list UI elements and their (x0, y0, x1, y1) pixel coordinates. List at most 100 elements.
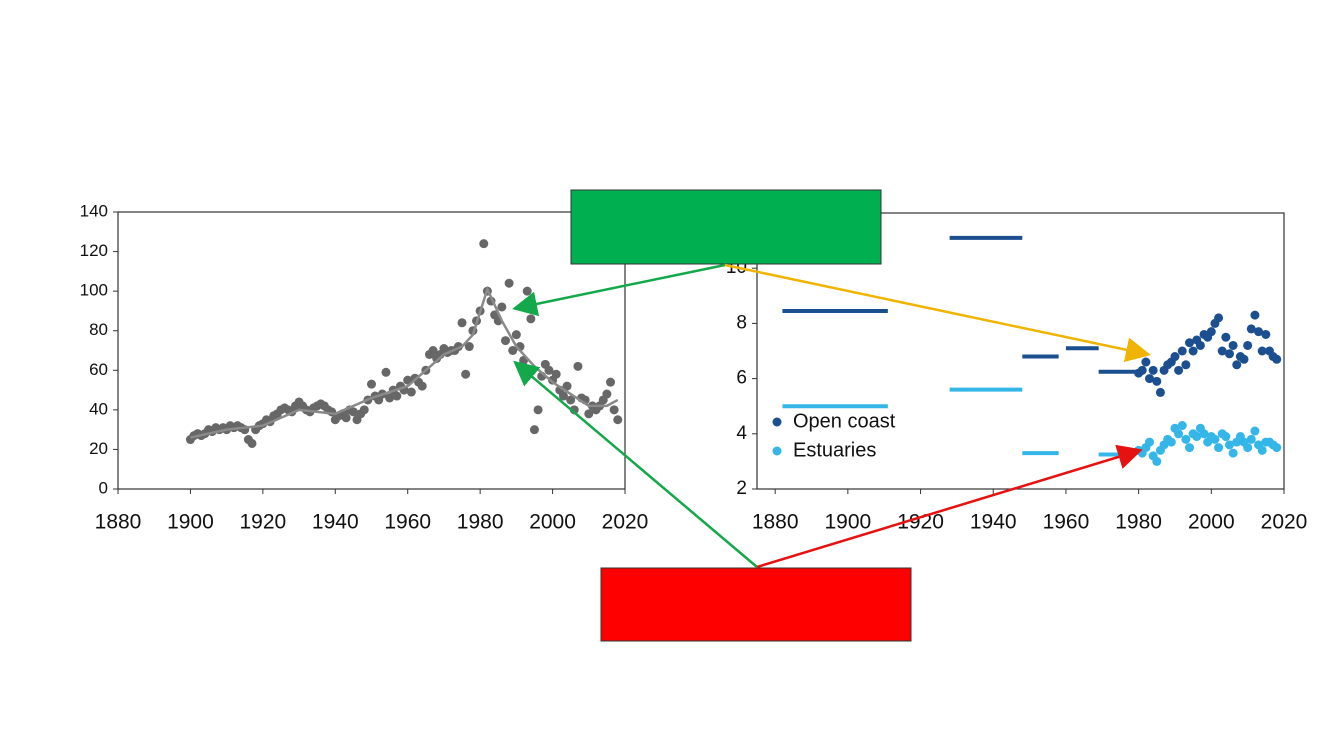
point (1246, 434, 1256, 444)
point (508, 346, 518, 355)
point (1177, 421, 1187, 431)
point (1246, 324, 1256, 334)
point (1224, 349, 1234, 359)
point (533, 405, 543, 415)
arrow (512, 263, 726, 317)
point (558, 391, 568, 401)
point (1181, 434, 1191, 444)
point (584, 409, 594, 419)
point (359, 405, 369, 415)
point (1261, 329, 1271, 339)
point (573, 361, 583, 371)
y-tick-label: 40 (89, 399, 108, 418)
point (1272, 443, 1282, 453)
y-tick-label: 100 (80, 281, 108, 300)
point (1152, 456, 1162, 466)
point (529, 425, 539, 435)
y-tick-label: 140 (80, 201, 108, 220)
x-tick-label: 1920 (239, 511, 286, 534)
point (562, 381, 572, 391)
point (1228, 448, 1238, 458)
point (428, 346, 438, 355)
point (522, 286, 532, 296)
charts: 0 20 40 60 80 100 120 140 1880 1900 1920 1940 1960 19… (80, 201, 1308, 533)
point (1174, 429, 1184, 439)
point (1206, 327, 1216, 337)
point (1141, 357, 1151, 367)
y-tick-label: 20 (89, 439, 108, 458)
point (1185, 338, 1195, 348)
point (1145, 374, 1155, 384)
point (613, 415, 623, 425)
x-tick-label: 1920 (897, 511, 944, 534)
point (1210, 434, 1220, 444)
point (1199, 429, 1209, 439)
x-tick-label: 1960 (384, 511, 431, 534)
arrow (513, 360, 758, 568)
y-tick-label: 80 (89, 320, 108, 339)
point (606, 377, 616, 387)
point (1250, 310, 1260, 320)
point (602, 389, 612, 399)
point (1137, 365, 1147, 375)
point (392, 391, 402, 401)
x-tick-label: 1980 (457, 511, 504, 534)
annotations (512, 189, 1151, 642)
point (403, 375, 413, 385)
point (461, 369, 471, 379)
x-tick-label: 2000 (1188, 511, 1235, 534)
point (457, 318, 467, 328)
point (247, 438, 257, 448)
point (1272, 354, 1282, 364)
x-tick-label: 1940 (970, 511, 1017, 534)
plot-frame (756, 212, 1285, 490)
point (348, 407, 358, 417)
point (381, 367, 391, 377)
point (1221, 332, 1231, 342)
point (1148, 365, 1158, 375)
point (385, 393, 395, 403)
x-tick-label: 1880 (95, 511, 142, 534)
point (1214, 313, 1224, 323)
point (1181, 360, 1191, 370)
point (1155, 387, 1165, 397)
arrow (724, 263, 1151, 363)
point (551, 369, 561, 379)
point (544, 365, 554, 375)
point (479, 239, 489, 249)
x-tick-label: 2000 (529, 511, 576, 534)
y-tick-label: 2 (736, 478, 747, 499)
x-tick-label: 2020 (1261, 511, 1308, 534)
y-tick-label: 0 (99, 478, 108, 497)
x-tick-label: 1880 (752, 511, 799, 534)
point (1195, 340, 1205, 350)
point (1166, 437, 1176, 447)
point (417, 381, 427, 391)
x-tick-label: 1940 (312, 511, 359, 534)
point (609, 405, 619, 415)
point (1257, 445, 1267, 455)
red-box (600, 567, 912, 642)
plot-frame (117, 211, 626, 490)
y-tick-label: 60 (89, 360, 108, 379)
point (1257, 346, 1267, 356)
y-tick-label: 6 (736, 368, 747, 389)
point (1224, 440, 1234, 450)
trend-line (190, 285, 619, 439)
x-tick-label: 1960 (1043, 511, 1090, 534)
point (406, 387, 416, 397)
x-tick-label: 1900 (167, 511, 214, 534)
point (497, 302, 507, 312)
point (504, 278, 514, 288)
legend-label: Open coast (793, 410, 896, 432)
point (1217, 346, 1227, 356)
legend-marker (772, 446, 782, 456)
point (1228, 340, 1238, 350)
y-tick-label: 120 (80, 241, 108, 260)
legend-label: Estuaries (793, 439, 876, 461)
legend-marker (772, 417, 782, 427)
point (1232, 360, 1242, 370)
x-tick-label: 1980 (1115, 511, 1162, 534)
point (511, 330, 521, 340)
y-tick-label: 8 (736, 312, 747, 333)
